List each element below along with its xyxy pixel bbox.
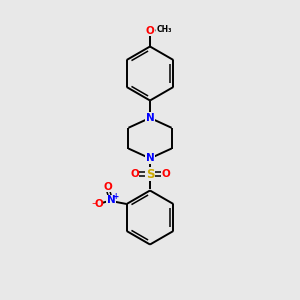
Text: O: O [146,26,154,36]
Text: O: O [103,182,112,192]
Text: O: O [130,169,139,179]
Text: N: N [146,113,154,123]
Text: S: S [146,167,154,181]
Text: O: O [94,199,103,209]
Text: ⁻: ⁻ [91,201,96,210]
Text: CH₃: CH₃ [157,25,172,34]
Text: N: N [146,153,154,164]
Text: N: N [106,195,116,206]
Text: O: O [161,169,170,179]
Text: +: + [112,192,118,201]
